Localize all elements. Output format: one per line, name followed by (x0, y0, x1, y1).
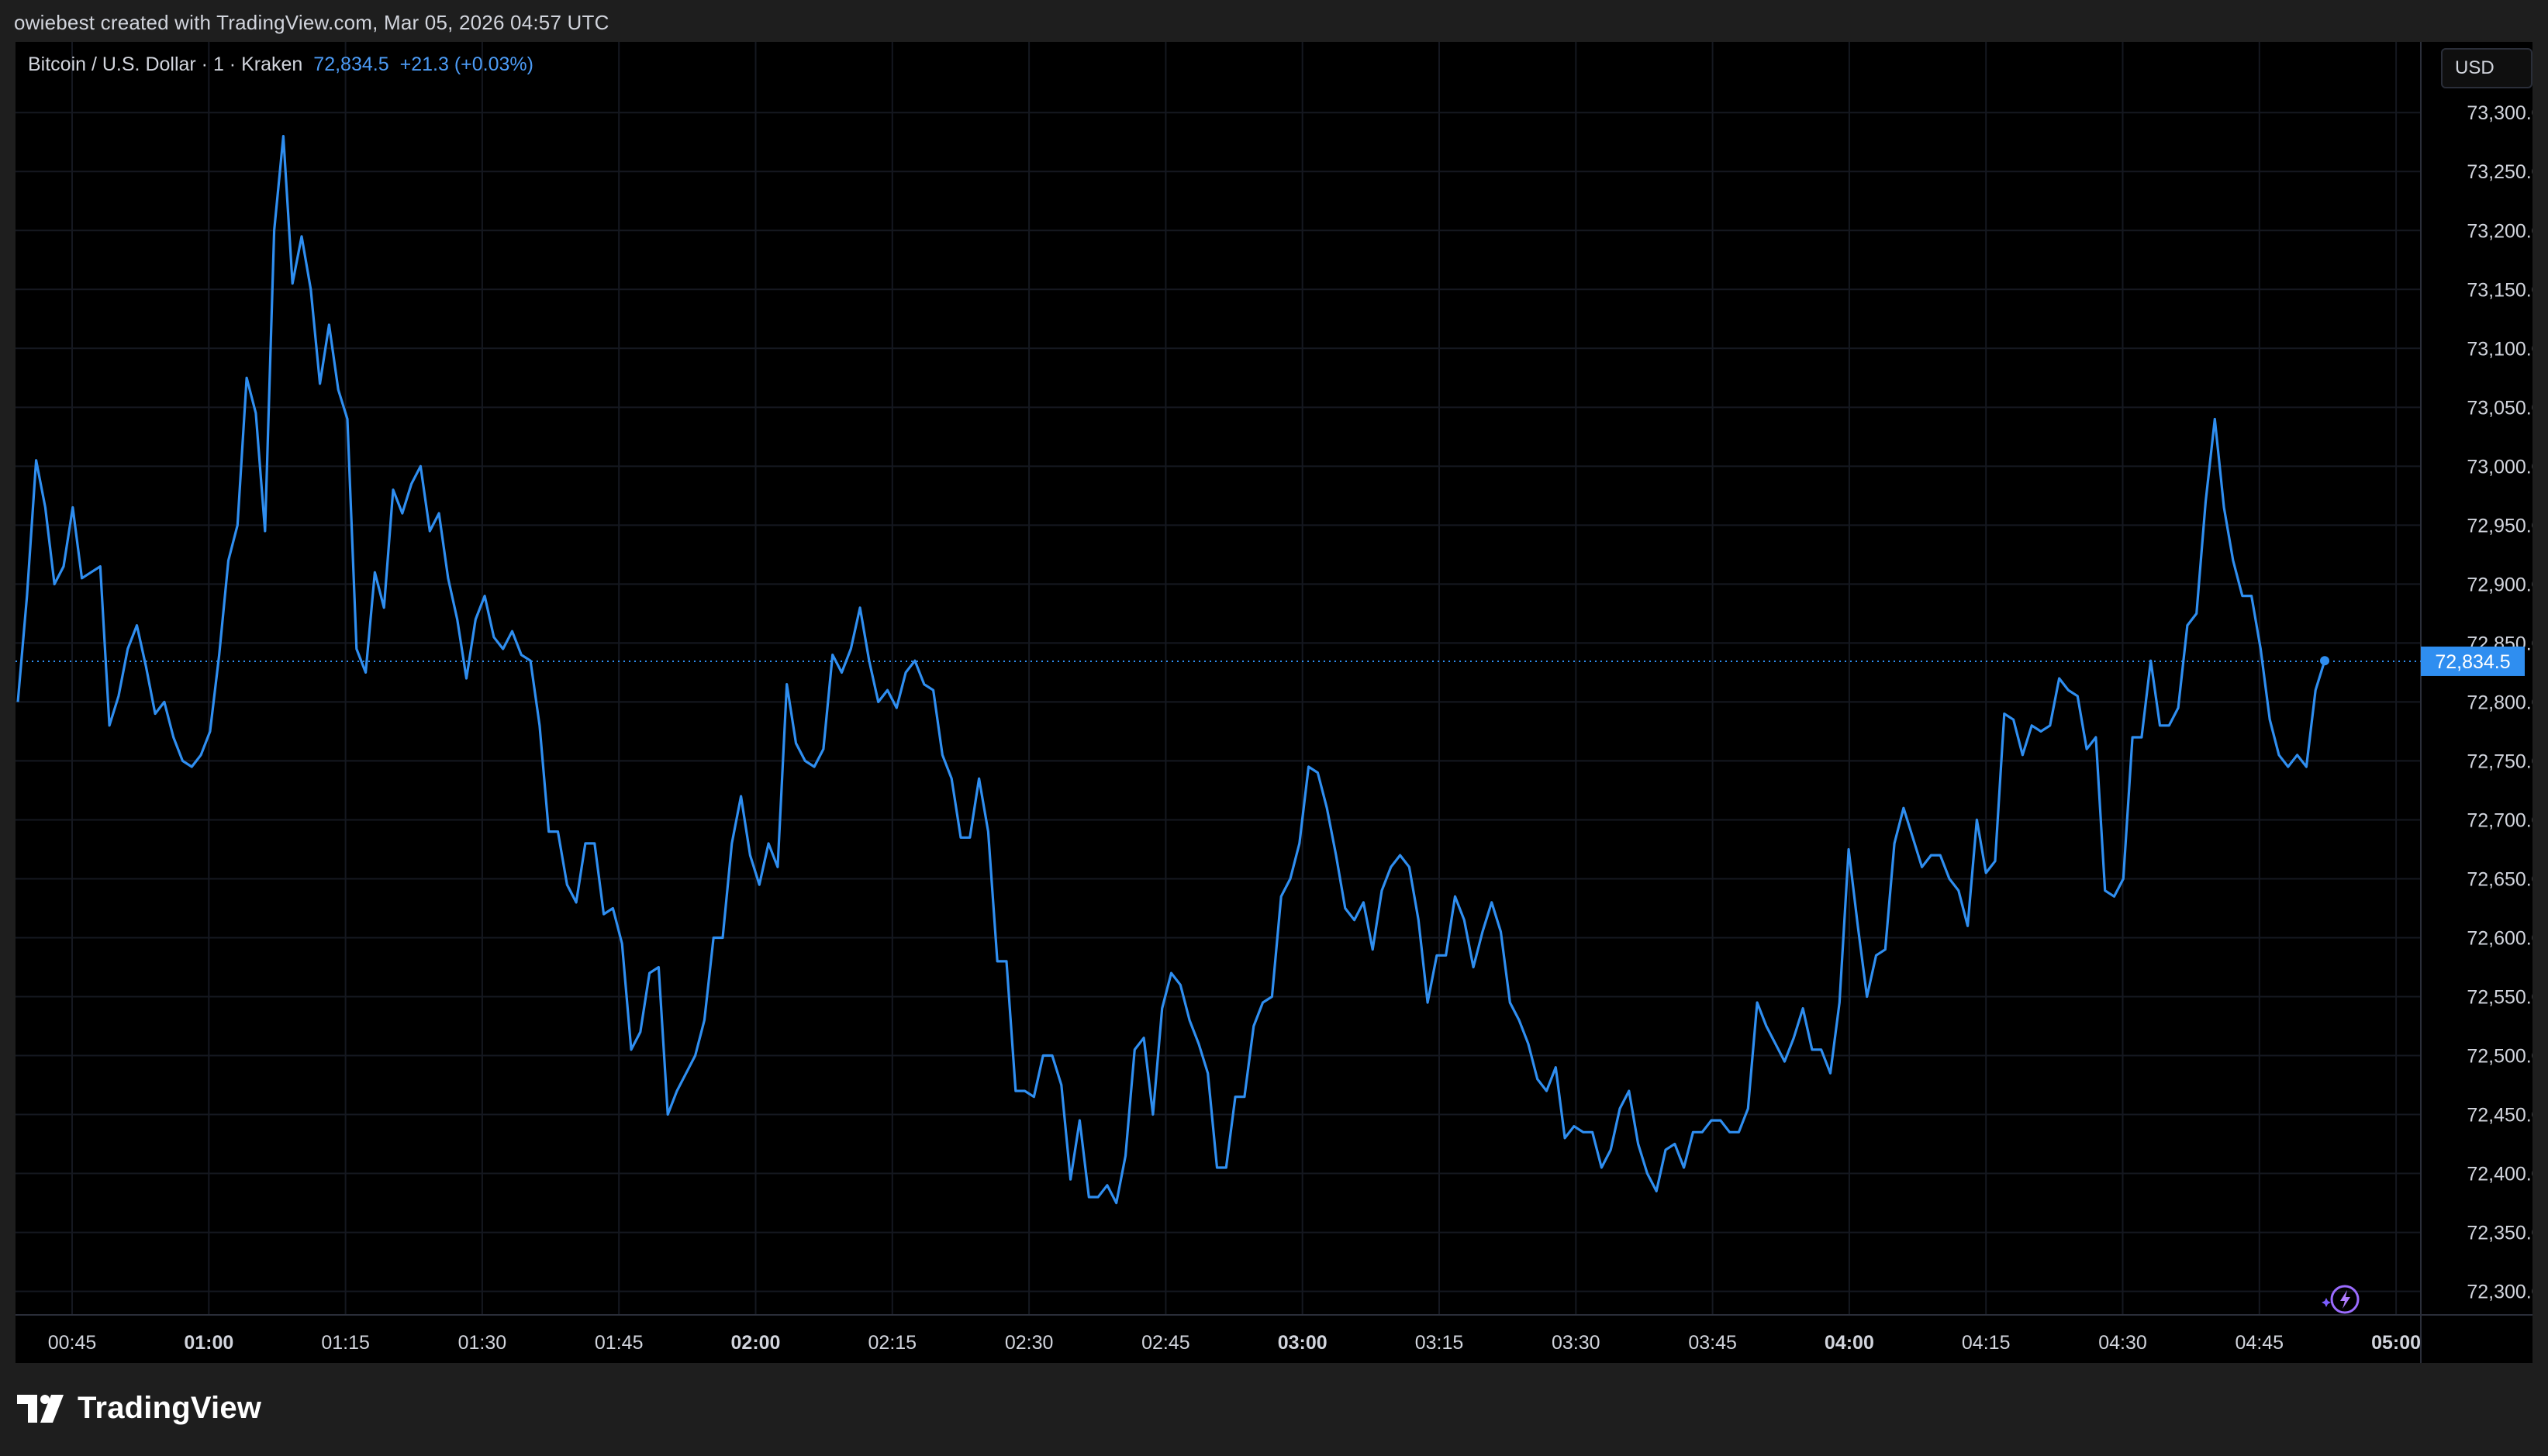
y-tick-label: 72,950.0 (2467, 515, 2532, 537)
last-price-label: 72,834.5 (2435, 651, 2510, 673)
currency-button[interactable]: USD (2441, 48, 2532, 88)
chart-attribution: owiebest created with TradingView.com, M… (14, 11, 609, 34)
y-tick-label: 72,550.0 (2467, 987, 2532, 1009)
chart-panel[interactable]: 72,300.0 72,350.0 72,400.0 72,450.0 72,500.0… (16, 42, 2532, 1363)
sparkle-lightning-icon[interactable] (2318, 1282, 2365, 1316)
x-tick-label: 04:30 (2098, 1332, 2147, 1354)
symbol-legend: Bitcoin / U.S. Dollar · 1 · Kraken 72,83… (28, 53, 533, 76)
x-tick-label: 03:30 (1552, 1332, 1600, 1354)
x-tick-label: 02:15 (868, 1332, 917, 1354)
x-tick-label: 03:15 (1415, 1332, 1464, 1354)
x-tick-label: 03:45 (1688, 1332, 1737, 1354)
tradingview-logo-icon (17, 1394, 64, 1423)
y-tick-label: 73,250.0 (2467, 161, 2532, 183)
y-tick-label: 72,400.0 (2467, 1164, 2532, 1185)
y-tick-label: 73,200.0 (2467, 220, 2532, 242)
y-tick-label: 73,050.0 (2467, 397, 2532, 419)
legend-change: +21.3 (+0.03%) (399, 53, 533, 75)
y-tick-label: 72,900.0 (2467, 574, 2532, 595)
y-tick-label: 72,600.0 (2467, 927, 2532, 949)
x-tick-label: 02:30 (1005, 1332, 1054, 1354)
price-series-line[interactable] (16, 134, 2326, 1205)
y-tick-label: 73,150.0 (2467, 279, 2532, 301)
x-tick-label: 02:00 (731, 1332, 781, 1354)
x-tick-label: 03:00 (1278, 1332, 1328, 1354)
x-tick-label: 00:45 (48, 1332, 97, 1354)
y-tick-label: 72,500.0 (2467, 1046, 2532, 1068)
x-tick-label: 01:45 (595, 1332, 644, 1354)
brand-name: TradingView (78, 1391, 262, 1425)
y-tick-label: 72,300.0 (2467, 1282, 2532, 1303)
x-tick-label: 04:45 (2236, 1332, 2284, 1354)
y-tick-label: 72,750.0 (2467, 750, 2532, 772)
last-price-dot (2320, 656, 2329, 666)
y-tick-label: 72,350.0 (2467, 1223, 2532, 1244)
y-tick-label: 73,100.0 (2467, 338, 2532, 360)
y-tick-label: 72,700.0 (2467, 809, 2532, 831)
legend-price: 72,834.5 (313, 53, 389, 75)
symbol-title[interactable]: Bitcoin / U.S. Dollar · 1 · Kraken (28, 53, 303, 75)
x-tick-label: 01:15 (321, 1332, 370, 1354)
x-tick-label: 01:30 (458, 1332, 507, 1354)
x-tick-label: 01:00 (184, 1332, 233, 1354)
x-tick-label: 05:00 (2371, 1332, 2421, 1354)
x-tick-label: 02:45 (1141, 1332, 1190, 1354)
x-tick-label: 04:00 (1825, 1332, 1874, 1354)
y-tick-label: 72,650.0 (2467, 868, 2532, 890)
y-tick-label: 72,450.0 (2467, 1105, 2532, 1127)
x-tick-label: 04:15 (1962, 1332, 2011, 1354)
price-chart[interactable]: 72,300.0 72,350.0 72,400.0 72,450.0 72,500.0… (16, 42, 2532, 1363)
y-tick-label: 72,800.0 (2467, 692, 2532, 713)
last-price-tag (2421, 646, 2525, 676)
y-tick-label: 73,300.0 (2467, 102, 2532, 124)
tradingview-logo[interactable]: TradingView (17, 1391, 261, 1426)
y-tick-label: 73,000.0 (2467, 456, 2532, 478)
